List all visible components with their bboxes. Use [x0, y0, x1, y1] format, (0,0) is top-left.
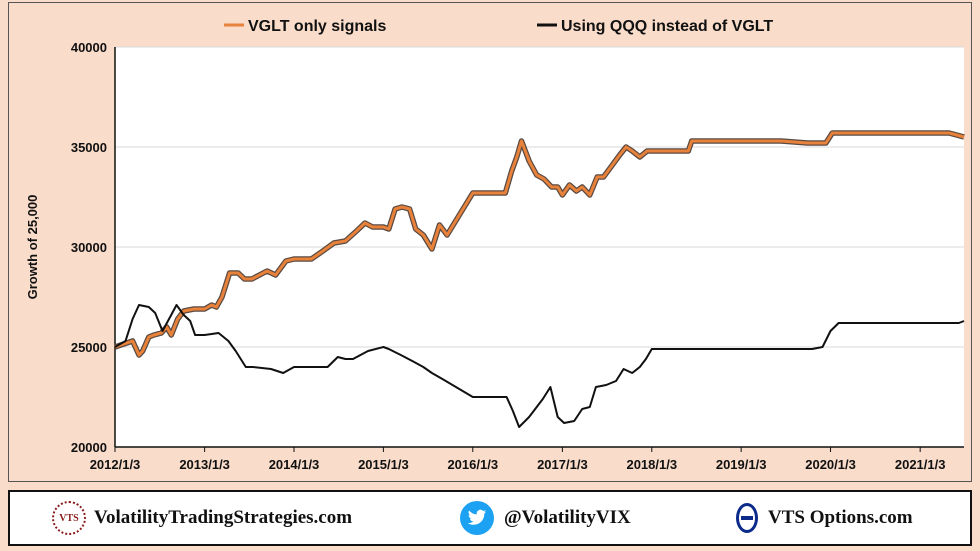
seal-text: VTS — [59, 512, 79, 524]
footer-banner: VTS VolatilityTradingStrategies.com @Vol… — [8, 490, 972, 546]
y-tick-label: 40000 — [71, 40, 107, 55]
footer-options[interactable]: VTS Options.com — [736, 492, 913, 544]
footer-options-text: VTS Options.com — [768, 507, 913, 528]
x-tick-label: 2012/1/3 — [90, 457, 141, 472]
x-tick-label: 2015/1/3 — [358, 457, 409, 472]
x-tick-label: 2020/1/3 — [805, 457, 856, 472]
footer-site-text: VolatilityTradingStrategies.com — [94, 507, 353, 528]
y-tick-label: 25000 — [71, 340, 107, 355]
legend-label: VGLT only signals — [248, 18, 386, 35]
footer-site[interactable]: VTS VolatilityTradingStrategies.com — [52, 492, 352, 544]
x-tick-label: 2016/1/3 — [447, 457, 498, 472]
theta-icon — [736, 503, 758, 533]
y-tick-label: 30000 — [71, 240, 107, 255]
line-chart: 20000 25000 30000 35000 40000 2012/1/3 2013/1/… — [25, 18, 965, 472]
y-tick-label: 35000 — [71, 140, 107, 155]
footer-twitter[interactable]: @VolatilityVIX — [460, 492, 631, 544]
series-line-qqq — [114, 304, 965, 428]
series-line-vglt — [114, 131, 965, 357]
chart-frame: 20000 25000 30000 35000 40000 2012/1/3 2013/1/… — [8, 2, 972, 482]
x-tick-label: 2017/1/3 — [537, 457, 588, 472]
x-tick-label: 2018/1/3 — [626, 457, 677, 472]
y-axis-title: Growth of 25,000 — [25, 195, 40, 300]
legend-label: Using QQQ instead of VGLT — [561, 18, 773, 35]
footer-twitter-text: @VolatilityVIX — [504, 507, 631, 528]
x-tick-label: 2019/1/3 — [716, 457, 767, 472]
x-tick-label: 2014/1/3 — [269, 457, 320, 472]
x-tick-label: 2013/1/3 — [179, 457, 230, 472]
y-tick-label: 20000 — [71, 440, 107, 455]
twitter-icon — [460, 501, 494, 535]
vts-seal-icon: VTS — [52, 501, 86, 535]
x-tick-label: 2021/1/3 — [895, 457, 946, 472]
